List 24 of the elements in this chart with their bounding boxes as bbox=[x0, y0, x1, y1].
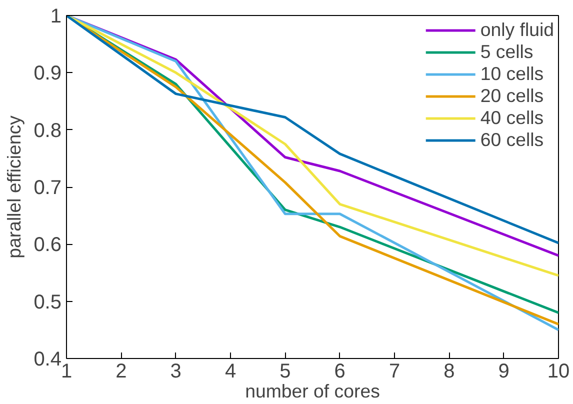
y-tick-label: 0.5 bbox=[34, 291, 62, 314]
y-axis-title: parallel efficiency bbox=[4, 114, 25, 258]
x-tick-label: 3 bbox=[170, 360, 182, 382]
x-tick-label: 9 bbox=[498, 360, 510, 382]
y-tick-label: 0.9 bbox=[34, 62, 62, 85]
y-tick-label: 0.8 bbox=[34, 120, 62, 142]
legend-label: only fluid bbox=[480, 19, 554, 41]
legend-label: 40 cells bbox=[480, 107, 544, 129]
x-axis-title: number of cores bbox=[245, 380, 380, 402]
y-tick-label: 0.7 bbox=[34, 177, 62, 199]
x-tick-label: 2 bbox=[116, 360, 127, 382]
legend-label: 10 cells bbox=[480, 63, 544, 85]
y-tick-label: 1 bbox=[50, 6, 62, 28]
legend-label: 20 cells bbox=[480, 85, 544, 107]
legend-label: 60 cells bbox=[480, 129, 544, 151]
x-tick-label: 10 bbox=[547, 360, 570, 382]
legend-label: 5 cells bbox=[480, 41, 534, 63]
x-tick-label: 8 bbox=[444, 360, 455, 382]
x-tick-label: 7 bbox=[388, 360, 400, 382]
y-tick-label: 0.6 bbox=[34, 234, 62, 256]
x-tick-label: 6 bbox=[334, 360, 346, 382]
x-tick-label: 5 bbox=[280, 360, 291, 382]
y-tick-label: 0.4 bbox=[34, 348, 62, 370]
x-tick-label: 4 bbox=[224, 360, 236, 382]
